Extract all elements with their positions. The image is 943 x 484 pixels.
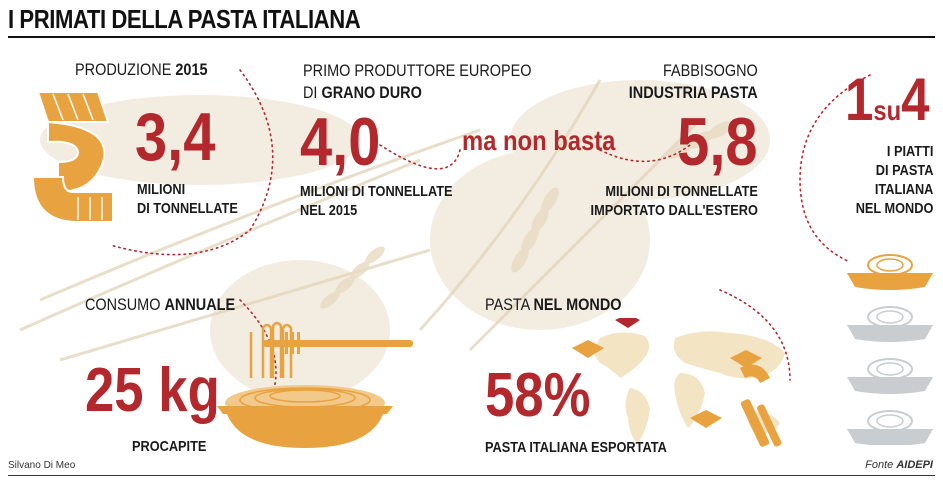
- produzione-year: 2015: [175, 60, 208, 79]
- piatti-value-a: 1: [845, 66, 874, 133]
- fabbisogno-value: 5,8: [677, 104, 758, 180]
- consumo-unit: PROCAPITE: [132, 438, 207, 455]
- spaghetti-bowl-icon: [217, 321, 413, 448]
- connector-text: ma non basta: [462, 125, 616, 156]
- produzione-label-text: PRODUZIONE: [75, 60, 172, 79]
- piatti-line-3: ITALIANA: [874, 181, 933, 198]
- produzione-unit-line1: MILIONI: [137, 181, 186, 198]
- piatti-value-mid: su: [873, 95, 902, 126]
- grano-value: 4,0: [300, 104, 381, 180]
- consumo-label: CONSUMO ANNUALE: [85, 295, 235, 315]
- fabbisogno-unit-line2: IMPORTATO DALL'ESTERO: [590, 202, 758, 219]
- piatti-text: I PIATTI DI PASTA ITALIANA NEL MONDO: [842, 142, 933, 218]
- source-name: AIDEPI: [896, 459, 933, 471]
- pasta-plate-icon: [847, 358, 933, 394]
- fabbisogno-label: FABBISOGNO INDUSTRIA PASTA: [606, 60, 758, 104]
- pasta-plate-icon: [847, 410, 933, 445]
- produzione-value: 3,4: [135, 99, 216, 175]
- bottom-rule: [8, 475, 935, 476]
- piatti-line-2: DI PASTA: [875, 162, 933, 179]
- fabbisogno-label-bold: INDUSTRIA PASTA: [629, 83, 758, 102]
- piatti-value: 1su4: [845, 70, 930, 141]
- grano-unit: MILIONI DI TONNELLATE NEL 2015: [300, 182, 453, 220]
- fabbisogno-label-line1: FABBISOGNO: [663, 61, 758, 80]
- produzione-unit-line2: DI TONNELLATE: [137, 200, 238, 217]
- title-rule: [8, 36, 935, 38]
- mondo-label-bold: NEL MONDO: [533, 295, 622, 314]
- consumo-label-bold: ANNUALE: [164, 295, 236, 314]
- pasta-plate-icon-highlighted: [847, 254, 933, 290]
- source-prefix: Fonte: [865, 459, 894, 471]
- piatti-line-1: I PIATTI: [886, 143, 933, 160]
- produzione-unit: MILIONI DI TONNELLATE: [137, 180, 238, 218]
- source-note: Fonte AIDEPI: [865, 459, 933, 471]
- consumo-value: 25 kg: [85, 356, 220, 425]
- page-title: I PRIMATI DELLA PASTA ITALIANA: [8, 4, 361, 34]
- grano-unit-line2: NEL 2015: [300, 202, 358, 219]
- mondo-label: PASTA NEL MONDO: [485, 295, 622, 315]
- grano-label: PRIMO PRODUTTORE EUROPEO DI GRANO DURO: [303, 60, 532, 104]
- author-credit: Silvano Di Meo: [8, 460, 76, 471]
- mondo-label-text: PASTA: [485, 295, 530, 314]
- piatti-line-4: NEL MONDO: [855, 200, 933, 217]
- fabbisogno-unit-line1: MILIONI DI TONNELLATE: [605, 183, 758, 200]
- mondo-unit: PASTA ITALIANA ESPORTATA: [485, 439, 667, 456]
- world-map-illustration: [572, 318, 785, 447]
- grano-label-line1: PRIMO PRODUTTORE EUROPEO: [303, 61, 532, 80]
- pasta-plates-icons: [847, 254, 933, 445]
- grano-label-bold: GRANO DURO: [321, 83, 422, 102]
- consumo-label-text: CONSUMO: [85, 295, 161, 314]
- grano-label-line2: DI: [303, 83, 318, 102]
- grano-unit-line1: MILIONI DI TONNELLATE: [300, 183, 453, 200]
- produzione-label: PRODUZIONE 2015: [75, 60, 208, 80]
- mondo-value: 58%: [485, 361, 591, 430]
- pasta-plate-icon: [847, 306, 933, 342]
- macaroni-icon: [31, 91, 114, 223]
- fabbisogno-unit: MILIONI DI TONNELLATE IMPORTATO DALL'EST…: [561, 182, 758, 220]
- piatti-value-b: 4: [901, 66, 930, 133]
